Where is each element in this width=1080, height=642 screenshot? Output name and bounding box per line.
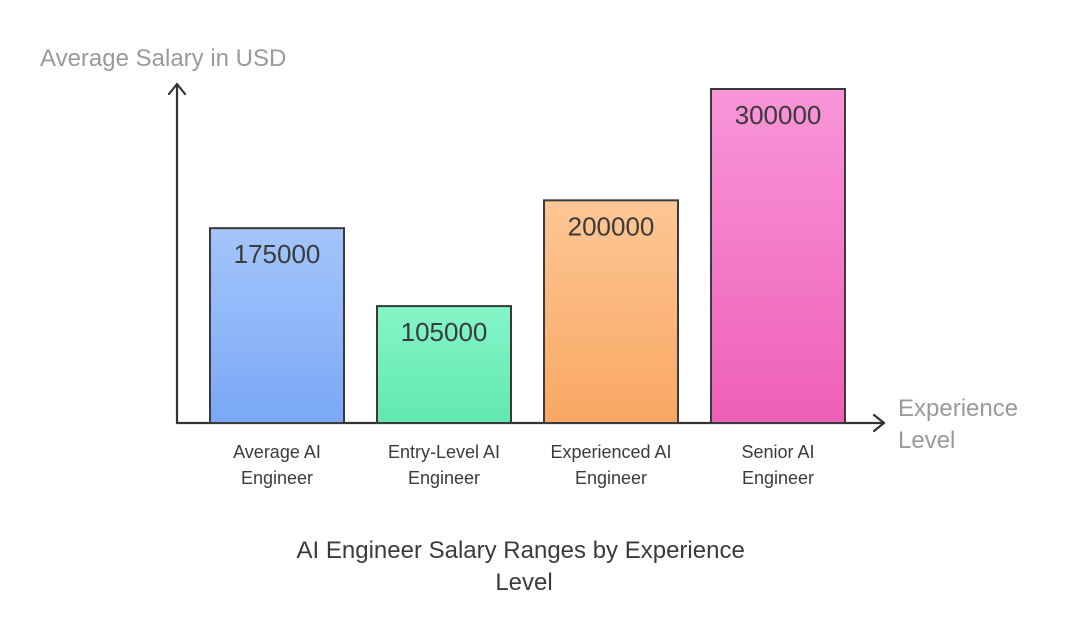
data-label-senior-ai-engineer: 300000 xyxy=(735,100,822,130)
tick-label-line: Senior AI xyxy=(741,442,814,462)
bar-average-ai-engineer xyxy=(209,227,345,424)
tick-label-line: Average AI xyxy=(233,442,321,462)
x-axis-label: Experience Level xyxy=(898,395,1025,454)
tick-label-line: Experienced AI xyxy=(550,442,671,462)
bar-senior-ai-engineer xyxy=(710,88,846,424)
x-axis-label-line-2: Level xyxy=(898,427,955,454)
tick-label-senior-ai-engineer: Senior AI Engineer xyxy=(741,442,814,488)
x-axis-label-line-1: Experience xyxy=(898,395,1018,422)
tick-label-entry-level-ai-engineer: Entry-Level AI Engineer xyxy=(388,442,500,488)
y-axis-label: Average Salary in USD xyxy=(40,45,286,72)
tick-label-line: Engineer xyxy=(742,468,814,488)
tick-label-line: Engineer xyxy=(241,468,313,488)
y-axis-arrowhead xyxy=(167,82,187,96)
tick-label-line: Entry-Level AI xyxy=(388,442,500,462)
tick-label-average-ai-engineer: Average AI Engineer xyxy=(233,442,321,488)
bar-entry-level-ai-engineer xyxy=(376,305,512,425)
tick-label-experienced-ai-engineer: Experienced AI Engineer xyxy=(550,442,671,488)
data-label-experienced-ai-engineer: 200000 xyxy=(568,211,655,241)
chart-title-line-2: Level xyxy=(495,569,552,596)
bars: 175000 105000 200000 300000 xyxy=(209,88,846,425)
category-labels: Average AI Engineer Entry-Level AI Engineer… xyxy=(233,442,814,488)
chart-title-line-1: AI Engineer Salary Ranges by Experience xyxy=(297,537,745,564)
data-label-average-ai-engineer: 175000 xyxy=(234,239,321,269)
tick-label-line: Engineer xyxy=(408,468,480,488)
x-axis-arrowhead xyxy=(872,413,886,433)
tick-label-line: Engineer xyxy=(575,468,647,488)
chart-title: AI Engineer Salary Ranges by Experience … xyxy=(297,537,752,596)
bar-experienced-ai-engineer xyxy=(543,199,679,424)
data-label-entry-level-ai-engineer: 105000 xyxy=(401,317,488,347)
